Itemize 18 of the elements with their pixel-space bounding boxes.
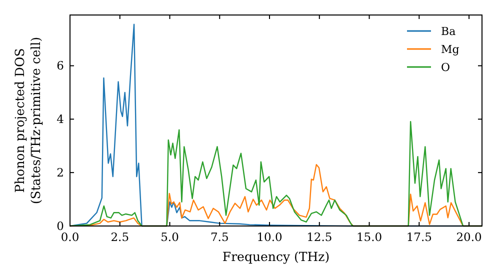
x-axis-title: Frequency (THz) [222, 249, 330, 264]
x-tick-label: 0.0 [60, 230, 80, 244]
legend-label: Mg [441, 43, 460, 56]
x-tick-label: 2.5 [110, 230, 130, 244]
y-tick-label: 4 [56, 112, 64, 126]
x-tick-label: 7.5 [210, 230, 229, 244]
x-tick-label: 15.0 [356, 230, 382, 244]
y-tick-label: 6 [56, 58, 64, 73]
y-tick-label: 2 [56, 166, 64, 180]
y-tick-label: 0 [56, 219, 64, 233]
x-tick-label: 5.0 [160, 230, 179, 244]
legend-label: O [441, 61, 450, 74]
y-axis-title: Phonon projected DOS (States/THz·primitive cell) [12, 36, 43, 204]
x-tick-label: 12.5 [306, 230, 332, 244]
x-tick-label: 17.5 [406, 230, 432, 244]
legend-label: Ba [441, 25, 456, 38]
x-tick-label: 20.0 [456, 230, 482, 244]
x-tick-label: 10.0 [256, 230, 282, 244]
